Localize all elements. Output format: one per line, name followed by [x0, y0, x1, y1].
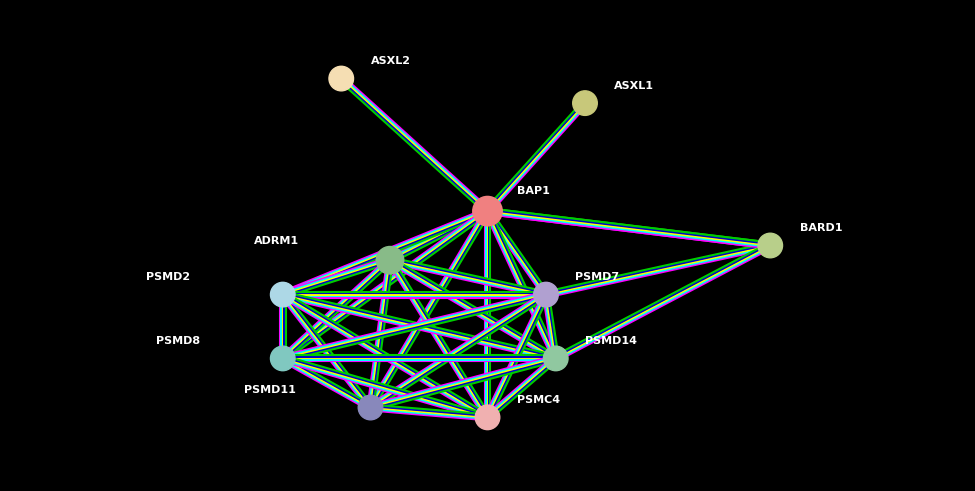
Text: ASXL1: ASXL1 [614, 81, 654, 91]
Ellipse shape [473, 196, 502, 226]
Ellipse shape [572, 91, 598, 115]
Ellipse shape [376, 246, 404, 274]
Ellipse shape [758, 233, 783, 258]
Ellipse shape [533, 282, 559, 307]
Text: BAP1: BAP1 [517, 187, 550, 196]
Ellipse shape [270, 282, 295, 307]
Ellipse shape [475, 405, 500, 430]
Text: PSMD11: PSMD11 [244, 385, 295, 395]
Ellipse shape [358, 395, 383, 420]
Text: PSMD7: PSMD7 [575, 273, 619, 282]
Ellipse shape [270, 346, 295, 371]
Text: PSMD14: PSMD14 [585, 336, 637, 346]
Text: PSMD8: PSMD8 [156, 336, 200, 346]
Text: ASXL2: ASXL2 [370, 56, 410, 66]
Text: ADRM1: ADRM1 [254, 236, 298, 246]
Text: PSMD2: PSMD2 [146, 273, 190, 282]
Ellipse shape [329, 66, 354, 91]
Ellipse shape [543, 346, 568, 371]
Text: BARD1: BARD1 [800, 223, 842, 233]
Text: PSMC4: PSMC4 [517, 395, 560, 405]
